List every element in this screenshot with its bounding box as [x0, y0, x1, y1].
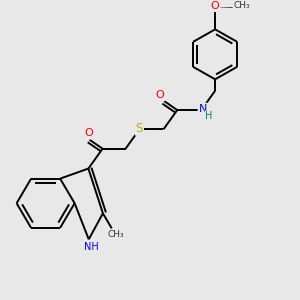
Text: H: H [206, 111, 213, 121]
Text: O: O [210, 1, 219, 11]
Text: CH₃: CH₃ [233, 1, 250, 10]
Text: O: O [156, 90, 164, 100]
Text: O: O [85, 128, 93, 139]
Text: S: S [136, 122, 143, 135]
Text: NH: NH [84, 242, 99, 252]
Text: CH₃: CH₃ [108, 230, 124, 239]
Text: N: N [199, 104, 207, 114]
